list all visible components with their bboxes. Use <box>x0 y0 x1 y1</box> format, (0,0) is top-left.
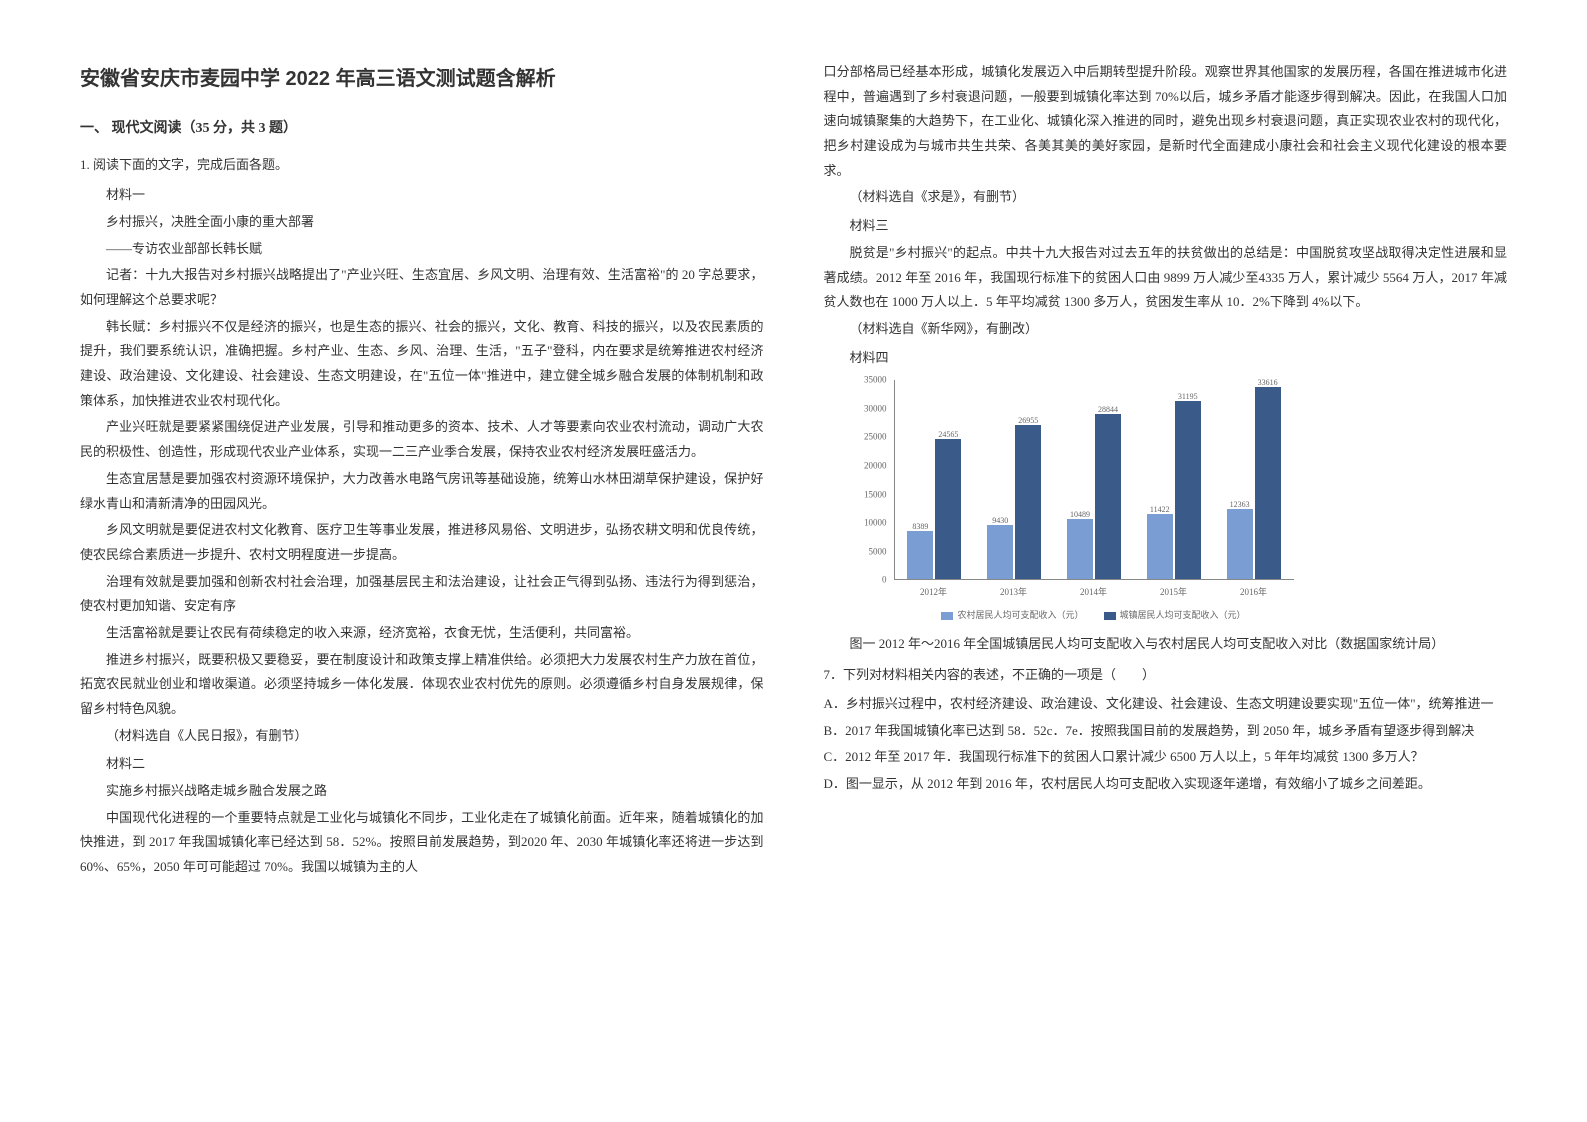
left-column: 安徽省安庆市麦园中学 2022 年高三语文测试题含解析 一、 现代文阅读（35 … <box>80 60 764 1062</box>
section-header: 一、 现代文阅读（35 分，共 3 题） <box>80 116 764 143</box>
y-tick-label: 35000 <box>864 372 887 389</box>
bar-value-label: 10489 <box>1070 507 1090 522</box>
y-tick-label: 20000 <box>864 457 887 474</box>
para: 生态宜居慧是要加强农村资源环境保护，大力改善水电路气房讯等基础设施，统筹山水林田… <box>80 467 764 516</box>
bar: 11422 <box>1147 514 1173 579</box>
source-note: （材料选自《求是》，有删节） <box>824 185 1508 210</box>
para: 实施乡村振兴战略走城乡融合发展之路 <box>80 779 764 804</box>
bar-value-label: 24565 <box>938 427 958 442</box>
para: 治理有效就是要加强和创新农村社会治理，加强基层民主和法治建设，让社会正气得到弘扬… <box>80 570 764 619</box>
y-tick-label: 15000 <box>864 486 887 503</box>
bar-value-label: 28844 <box>1098 402 1118 417</box>
bar-value-label: 31195 <box>1178 389 1198 404</box>
bar: 28844 <box>1095 414 1121 579</box>
x-tick-label: 2014年 <box>1080 584 1107 601</box>
y-tick-label: 0 <box>882 572 887 589</box>
para: 产业兴旺就是要紧紧围绕促进产业发展，引导和推动更多的资本、技术、人才等要素向农业… <box>80 415 764 464</box>
source-note: （材料选自《新华网》，有删改） <box>824 317 1508 342</box>
option-d: D．图一显示，从 2012 年到 2016 年，农村居民人均可支配收入实现逐年递… <box>824 772 1508 797</box>
right-column: 口分部格局已经基本形成，城镇化发展迈入中后期转型提升阶段。观察世界其他国家的发展… <box>824 60 1508 1062</box>
bar: 24565 <box>935 439 961 579</box>
bar-value-label: 26955 <box>1018 413 1038 428</box>
y-tick-label: 30000 <box>864 400 887 417</box>
document-title: 安徽省安庆市麦园中学 2022 年高三语文测试题含解析 <box>80 60 764 98</box>
para: 推进乡村振兴，既要积极又要稳妥，要在制度设计和政策支撑上精准供给。必须把大力发展… <box>80 648 764 722</box>
para: 脱贫是"乡村振兴"的起点。中共十九大报告对过去五年的扶贫做出的总结是：中国脱贫攻… <box>824 241 1508 315</box>
y-tick-label: 10000 <box>864 515 887 532</box>
legend-swatch <box>1104 612 1116 620</box>
option-a: A．乡村振兴过程中，农村经济建设、政治建设、文化建设、社会建设、生态文明建设要实… <box>824 692 1508 717</box>
legend-item: 城镇居民人均可支配收入（元） <box>1104 607 1246 624</box>
bar: 9430 <box>987 525 1013 579</box>
legend-swatch <box>941 612 953 620</box>
source-note: （材料选自《人民日报》，有删节） <box>80 724 764 749</box>
bar-value-label: 9430 <box>992 513 1008 528</box>
material-1-label: 材料一 <box>80 183 764 208</box>
x-tick-label: 2013年 <box>1000 584 1027 601</box>
bar-group: 838924565 <box>907 439 961 579</box>
para: 乡风文明就是要促进农村文化教育、医疗卫生等事业发展，推进移风易俗、文明进步，弘扬… <box>80 518 764 567</box>
bar: 8389 <box>907 531 933 579</box>
bar-value-label: 8389 <box>912 519 928 534</box>
question-7: 7．下列对材料相关内容的表述，不正确的一项是（ ） <box>824 663 1508 688</box>
para: 生活富裕就是要让农民有荷续稳定的收入来源，经济宽裕，衣食无忧，生活便利，共同富裕… <box>80 621 764 646</box>
para: 口分部格局已经基本形成，城镇化发展迈入中后期转型提升阶段。观察世界其他国家的发展… <box>824 60 1508 183</box>
bar-group: 1236333616 <box>1227 387 1281 579</box>
chart-caption: 图一 2012 年～2016 年全国城镇居民人均可支配收入与农村居民人均可支配收… <box>824 632 1508 657</box>
x-tick-label: 2012年 <box>920 584 947 601</box>
bar-value-label: 11422 <box>1150 502 1170 517</box>
para: 韩长赋：乡村振兴不仅是经济的振兴，也是生态的振兴、社会的振兴，文化、教育、科技的… <box>80 315 764 414</box>
legend-item: 农村居民人均可支配收入（元） <box>941 607 1083 624</box>
bar-value-label: 12363 <box>1230 497 1250 512</box>
bar-group: 1048928844 <box>1067 414 1121 579</box>
legend-label: 城镇居民人均可支配收入（元） <box>1120 607 1246 624</box>
bar-group: 943026955 <box>987 425 1041 579</box>
bar: 12363 <box>1227 509 1253 580</box>
bar: 26955 <box>1015 425 1041 579</box>
x-tick-label: 2015年 <box>1160 584 1187 601</box>
material-3-label: 材料三 <box>824 214 1508 239</box>
bar-group: 1142231195 <box>1147 401 1201 579</box>
bar: 31195 <box>1175 401 1201 579</box>
bar-value-label: 33616 <box>1258 375 1278 390</box>
para: 记者：十九大报告对乡村振兴战略提出了"产业兴旺、生态宜居、乡风文明、治理有效、生… <box>80 263 764 312</box>
bar: 10489 <box>1067 519 1093 579</box>
option-c: C．2012 年至 2017 年．我国现行标准下的贫困人口累计减少 6500 万… <box>824 745 1508 770</box>
material-2-label: 材料二 <box>80 752 764 777</box>
bar: 33616 <box>1255 387 1281 579</box>
y-tick-label: 5000 <box>869 543 887 560</box>
para: ——专访农业部部长韩长赋 <box>80 237 764 262</box>
material-4-label: 材料四 <box>824 346 1508 371</box>
question-1-label: 1. 阅读下面的文字，完成后面各题。 <box>80 153 764 178</box>
x-tick-label: 2016年 <box>1240 584 1267 601</box>
y-tick-label: 25000 <box>864 429 887 446</box>
legend-label: 农村居民人均可支配收入（元） <box>957 607 1083 624</box>
option-b: B．2017 年我国城镇化率已达到 58．52c．7e．按照我国目前的发展趋势，… <box>824 719 1508 744</box>
para: 乡村振兴，决胜全面小康的重大部署 <box>80 210 764 235</box>
para: 中国现代化进程的一个重要特点就是工业化与城镇化不同步，工业化走在了城镇化前面。近… <box>80 806 764 880</box>
bar-chart: 05000100001500020000250003000035000 8389… <box>854 380 1294 624</box>
